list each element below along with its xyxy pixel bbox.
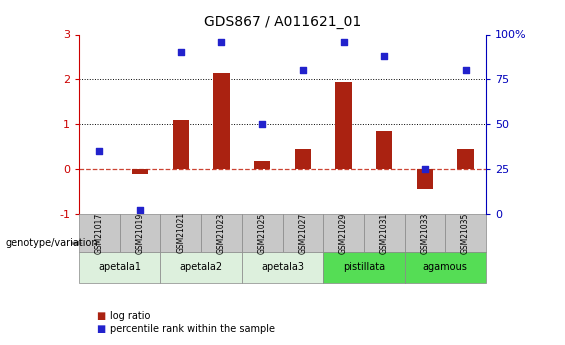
Bar [201, 214, 242, 252]
Bar [417, 169, 433, 189]
Bar [405, 214, 445, 252]
Text: apetala3: apetala3 [261, 263, 304, 272]
Bar [323, 214, 364, 252]
Point [339, 39, 348, 45]
Bar [214, 73, 229, 169]
Bar [445, 214, 486, 252]
Bar [405, 252, 486, 283]
Bar [160, 252, 242, 283]
Text: GSM21021: GSM21021 [176, 212, 185, 254]
Bar [364, 214, 405, 252]
Bar [242, 214, 282, 252]
Text: GSM21029: GSM21029 [339, 212, 348, 254]
Bar [79, 252, 160, 283]
Bar [282, 214, 323, 252]
Bar [173, 120, 189, 169]
Bar [132, 169, 148, 174]
Bar [295, 149, 311, 169]
Text: GSM21031: GSM21031 [380, 212, 389, 254]
Text: GSM21023: GSM21023 [217, 212, 226, 254]
Text: log ratio: log ratio [110, 311, 150, 321]
Text: GSM21019: GSM21019 [136, 212, 145, 254]
Text: GSM21033: GSM21033 [420, 212, 429, 254]
Bar [336, 82, 351, 169]
Point [298, 68, 307, 73]
Point [258, 121, 267, 127]
Bar [376, 131, 392, 169]
Text: GSM21035: GSM21035 [461, 212, 470, 254]
Bar [242, 252, 323, 283]
Point [176, 50, 185, 55]
Bar [254, 161, 270, 169]
Title: GDS867 / A011621_01: GDS867 / A011621_01 [204, 15, 361, 29]
Bar [160, 214, 201, 252]
Bar [120, 214, 160, 252]
Bar [323, 252, 405, 283]
Text: genotype/variation: genotype/variation [6, 238, 98, 248]
Text: pistillata: pistillata [343, 263, 385, 272]
Bar [458, 149, 473, 169]
Point [217, 39, 226, 45]
Text: GSM21017: GSM21017 [95, 212, 104, 254]
Text: GSM21025: GSM21025 [258, 212, 267, 254]
Point [420, 166, 429, 172]
Point [136, 208, 145, 213]
Text: GSM21027: GSM21027 [298, 212, 307, 254]
Point [461, 68, 470, 73]
Text: agamous: agamous [423, 263, 468, 272]
Text: percentile rank within the sample: percentile rank within the sample [110, 325, 275, 334]
Point [95, 148, 104, 154]
Point [380, 53, 389, 59]
Text: ■: ■ [96, 325, 105, 334]
Text: ■: ■ [96, 311, 105, 321]
Bar [79, 214, 120, 252]
Text: apetala1: apetala1 [98, 263, 141, 272]
Text: apetala2: apetala2 [180, 263, 223, 272]
